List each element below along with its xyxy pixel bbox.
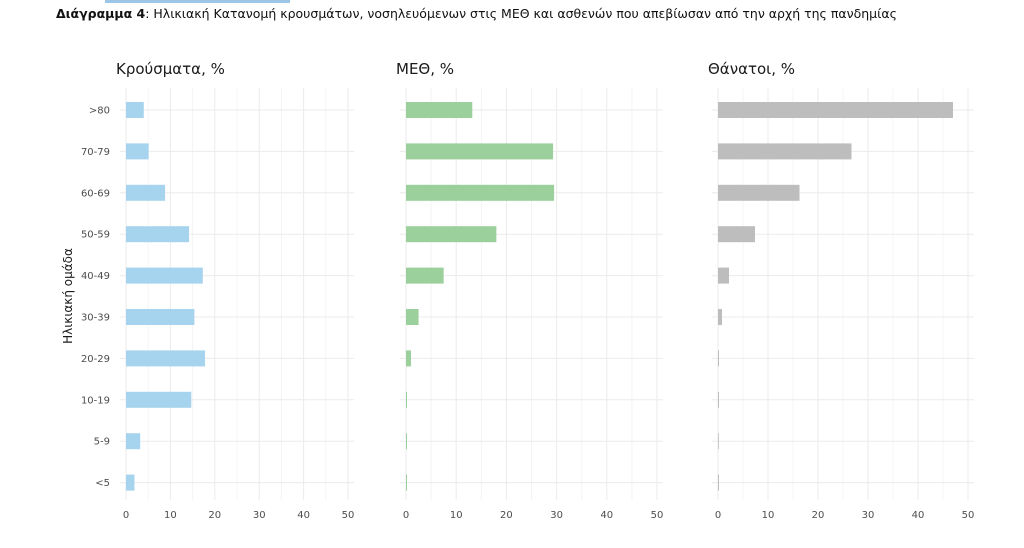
- bar-50-59: [718, 226, 755, 243]
- panel-title: Θάνατοι, %: [708, 60, 795, 78]
- bar-30-39: [718, 309, 722, 325]
- x-tick-label: 30: [253, 510, 266, 521]
- bar->80: [406, 102, 473, 118]
- x-tick-label: 50: [651, 510, 664, 521]
- x-tick-label: 50: [962, 510, 975, 521]
- y-tick-label: 60-69: [81, 188, 110, 199]
- y-tick-label: 40-49: [81, 271, 110, 282]
- x-tick-label: 40: [600, 510, 613, 521]
- x-tick-label: 30: [550, 510, 563, 521]
- bar-40-49: [406, 267, 444, 284]
- bar-40-49: [126, 267, 203, 284]
- bar-60-69: [126, 184, 166, 201]
- bar-60-69: [718, 184, 800, 201]
- bar-5-9: [126, 433, 141, 450]
- header-strip: [105, 0, 290, 3]
- panel-title: Κρούσματα, %: [116, 60, 225, 78]
- bar-30-39: [126, 309, 195, 325]
- bar-70-79: [126, 143, 149, 160]
- bar->80: [718, 102, 953, 118]
- x-tick-label: 40: [912, 510, 925, 521]
- y-tick-label: 20-29: [81, 354, 110, 365]
- x-tick-label: 30: [862, 510, 875, 521]
- bar-10-19: [718, 391, 719, 408]
- y-tick-label: 50-59: [81, 230, 110, 241]
- bar-70-79: [406, 143, 554, 160]
- x-tick-label: 0: [123, 510, 129, 521]
- bar-50-59: [126, 226, 190, 243]
- x-tick-label: 10: [450, 510, 463, 521]
- bar->80: [126, 102, 144, 118]
- y-tick-label: >80: [89, 106, 110, 117]
- bar-10-19: [406, 391, 408, 408]
- y-axis-label: Ηλικιακή ομάδα: [61, 248, 75, 344]
- bar-20-29: [718, 350, 719, 367]
- bar-60-69: [406, 184, 555, 201]
- x-tick-label: 40: [297, 510, 310, 521]
- bar-50-59: [406, 226, 497, 243]
- caption-label: Διάγραμμα 4: [56, 6, 146, 21]
- y-tick-label: 70-79: [81, 147, 110, 158]
- x-tick-label: 0: [403, 510, 409, 521]
- x-tick-label: 50: [342, 510, 355, 521]
- bar-20-29: [406, 350, 412, 367]
- bar-70-79: [718, 143, 852, 160]
- x-tick-label: 10: [762, 510, 775, 521]
- bar-40-49: [718, 267, 729, 284]
- x-tick-label: 20: [208, 510, 221, 521]
- bar-30-39: [406, 309, 419, 325]
- panel-title: ΜΕΘ, %: [396, 60, 454, 78]
- caption-text: : Ηλικιακή Κατανομή κρουσμάτων, νοσηλευό…: [145, 6, 897, 21]
- x-tick-label: 0: [715, 510, 721, 521]
- y-tick-label: <5: [95, 478, 110, 489]
- y-tick-label: 5-9: [94, 437, 110, 448]
- x-tick-label: 20: [812, 510, 825, 521]
- figure-caption: Διάγραμμα 4: Ηλικιακή Κατανομή κρουσμάτω…: [56, 6, 897, 21]
- bar-<5: [406, 474, 408, 491]
- x-tick-label: 20: [500, 510, 513, 521]
- bar-5-9: [406, 433, 408, 450]
- bar-20-29: [126, 350, 206, 367]
- bar-5-9: [718, 433, 719, 450]
- x-tick-label: 10: [164, 510, 177, 521]
- bar-<5: [718, 474, 719, 491]
- y-tick-label: 10-19: [81, 395, 110, 406]
- bar-10-19: [126, 391, 192, 408]
- y-tick-label: 30-39: [81, 313, 110, 324]
- bar-<5: [126, 474, 135, 491]
